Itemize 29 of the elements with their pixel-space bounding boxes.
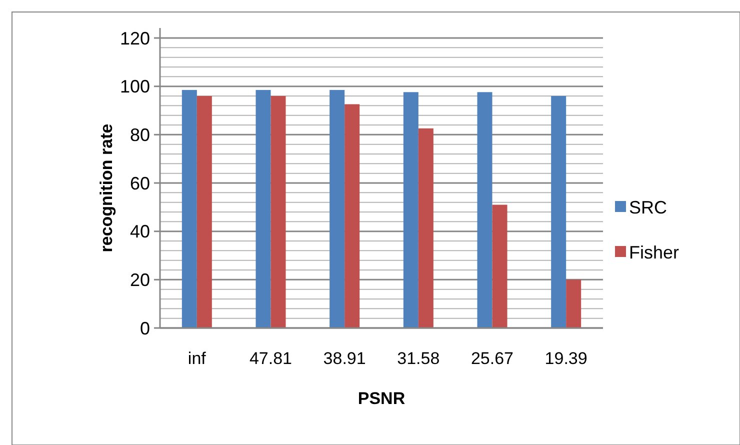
y-tick-label: 120 — [120, 28, 150, 48]
x-tick-label: 38.91 — [323, 349, 366, 368]
y-tick-label: 40 — [130, 222, 150, 242]
bar — [403, 92, 418, 328]
bar — [196, 96, 212, 328]
y-tick-label: 60 — [130, 173, 150, 194]
bar — [566, 280, 582, 328]
bar — [551, 96, 566, 328]
legend-label: SRC — [629, 197, 668, 218]
bar — [344, 104, 360, 328]
x-tick-label: 19.39 — [544, 349, 588, 368]
y-tick-label: 20 — [130, 270, 150, 290]
x-tick-label: 25.67 — [470, 349, 514, 368]
bar — [477, 92, 492, 328]
y-tick-label: 80 — [130, 124, 150, 145]
bar — [330, 90, 345, 328]
legend-label: Fisher — [629, 242, 680, 262]
x-tick-label: inf — [188, 349, 206, 368]
x-tick-label: 31.58 — [397, 349, 440, 368]
x-tick-label: 47.81 — [249, 349, 292, 368]
bar — [270, 96, 286, 328]
bar — [256, 90, 271, 328]
bar — [182, 90, 197, 328]
x-axis-title: PSNR — [358, 389, 406, 408]
y-tick-label: 0 — [140, 318, 150, 338]
y-axis-title: recognition rate — [97, 124, 116, 252]
bar — [492, 204, 508, 328]
y-tick-label: 100 — [120, 76, 150, 97]
bar — [418, 128, 434, 328]
